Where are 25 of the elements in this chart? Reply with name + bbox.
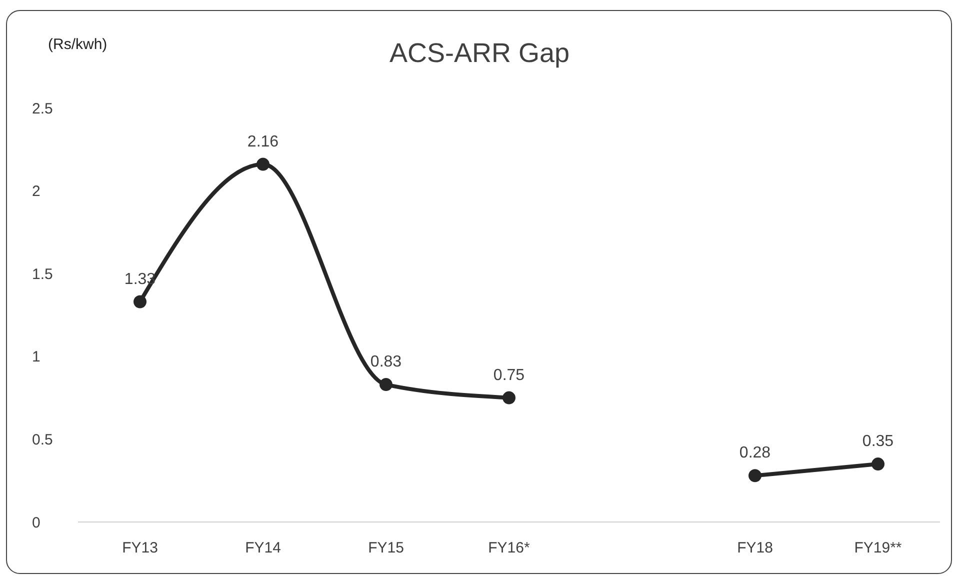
point	[256, 158, 270, 171]
data-label: 0.83	[370, 354, 402, 371]
x-tick-label: FY14	[245, 540, 281, 557]
point	[134, 295, 146, 308]
data-label: 0.35	[862, 433, 894, 450]
x-tick-label: FY15	[368, 540, 404, 557]
chart-title: ACS-ARR Gap	[389, 38, 570, 68]
x-tick-label: FY16*	[488, 540, 530, 557]
y-tick-label: 2.5	[32, 100, 53, 118]
y-tick-label: 2	[32, 183, 40, 200]
y-tick-label: 1	[32, 348, 40, 366]
y-tick-label: 0	[32, 514, 40, 532]
y-axis-title: (Rs/kwh)	[48, 36, 108, 53]
x-tick-label: FY13	[122, 540, 158, 557]
point	[748, 469, 762, 482]
point	[502, 391, 516, 404]
y-tick-label: 1.5	[32, 266, 53, 283]
data-label: 0.75	[493, 366, 525, 384]
x-tick-label: FY18	[737, 540, 773, 557]
x-tick-label: FY19**	[854, 540, 902, 557]
data-label: 0.28	[739, 444, 771, 462]
point	[872, 458, 884, 471]
y-tick-label: 0.5	[32, 432, 53, 449]
data-label: 2.16	[247, 133, 279, 150]
point	[380, 378, 392, 392]
